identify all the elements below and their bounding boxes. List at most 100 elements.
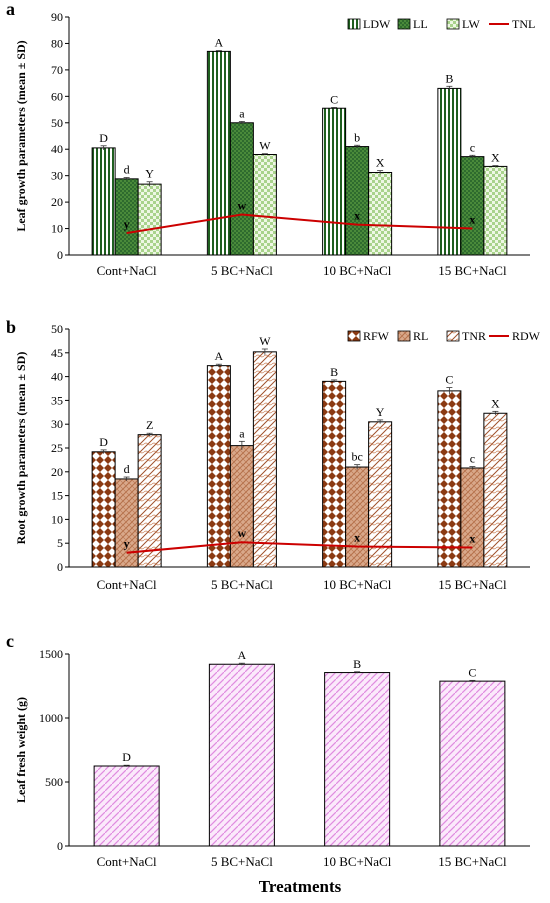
line-point-label: y xyxy=(124,217,130,231)
significance-label: bc xyxy=(351,450,362,464)
significance-label: a xyxy=(239,426,245,440)
category-label: 5 BC+NaCl xyxy=(211,263,273,278)
significance-label: d xyxy=(124,163,130,177)
legend-swatch xyxy=(347,18,361,30)
bar xyxy=(439,680,506,847)
y-tick-label: 40 xyxy=(51,370,63,384)
panel-letter-b: b xyxy=(6,317,16,337)
significance-label: X xyxy=(491,396,500,410)
line-point-label: w xyxy=(238,199,247,213)
bar xyxy=(322,380,347,568)
significance-label: A xyxy=(238,648,247,662)
bar xyxy=(437,390,462,568)
y-tick-label: 10 xyxy=(51,512,63,526)
bar xyxy=(137,183,162,256)
bar xyxy=(460,156,485,256)
significance-label: Y xyxy=(376,405,385,419)
legend-label: TNL xyxy=(512,17,535,31)
bar xyxy=(252,351,277,568)
y-tick-label: 40 xyxy=(51,142,63,156)
category-label: 10 BC+NaCl xyxy=(323,854,392,869)
panel-letter-c: c xyxy=(6,631,14,651)
y-tick-label: 50 xyxy=(51,116,63,130)
category-label: 10 BC+NaCl xyxy=(323,263,392,278)
significance-label: X xyxy=(376,156,385,170)
y-tick-label: 90 xyxy=(51,10,63,24)
y-tick-label: 10 xyxy=(51,222,63,236)
line-point-label: x xyxy=(469,213,475,227)
line-point-label: w xyxy=(238,526,247,540)
y-tick-label: 80 xyxy=(51,36,63,50)
y-tick-label: 15 xyxy=(51,489,63,503)
significance-label: B xyxy=(445,71,453,85)
significance-label: C xyxy=(445,373,453,387)
category-label: 15 BC+NaCl xyxy=(438,263,507,278)
line-point-label: x xyxy=(354,531,360,545)
legend-label: RL xyxy=(413,329,428,343)
y-tick-label: 1500 xyxy=(39,647,63,661)
line-series-tnl xyxy=(126,213,473,235)
y-tick-label: 20 xyxy=(51,195,63,209)
chart-panel-b: b 0 5 10 15 20 25 30 35 40 45 50 Root growth paramet… xyxy=(6,317,541,592)
significance-label: b xyxy=(354,130,360,144)
bar xyxy=(437,87,462,256)
significance-label: c xyxy=(470,452,475,466)
line-series-rdw xyxy=(126,541,473,554)
legend-label: RDW xyxy=(512,329,541,343)
significance-label: A xyxy=(215,36,224,50)
category-label: Cont+NaCl xyxy=(97,263,157,278)
bar xyxy=(229,122,254,256)
y-tick-label: 25 xyxy=(51,441,63,455)
y-axis-label: Leaf growth parameters (mean ± SD) xyxy=(14,40,28,231)
bar xyxy=(206,50,231,256)
bar xyxy=(137,434,162,568)
legend-label: LW xyxy=(462,17,480,31)
significance-label: C xyxy=(330,92,338,106)
bar xyxy=(91,451,116,568)
bar xyxy=(368,421,393,568)
bar xyxy=(229,445,254,568)
y-tick-label: 0 xyxy=(57,560,63,574)
bar xyxy=(324,672,391,847)
line-point-label: x xyxy=(354,209,360,223)
line-point-label: y xyxy=(124,537,130,551)
bar xyxy=(206,365,231,568)
y-axis-label: Leaf fresh weight (g) xyxy=(14,697,28,803)
significance-label: D xyxy=(99,131,108,145)
chart-panel-c: c 0 500 1000 1500 Leaf fresh weight (g) Cont+N… xyxy=(6,631,530,869)
significance-label: d xyxy=(124,462,130,476)
y-tick-label: 60 xyxy=(51,89,63,103)
category-label: 15 BC+NaCl xyxy=(438,854,507,869)
significance-label: Y xyxy=(145,167,154,181)
significance-label: c xyxy=(470,140,475,154)
legend-swatch xyxy=(397,18,411,30)
bar xyxy=(91,147,116,256)
bar xyxy=(322,107,347,256)
bar xyxy=(345,146,370,256)
y-tick-label: 30 xyxy=(51,169,63,183)
bar xyxy=(345,466,370,568)
x-axis-title: Treatments xyxy=(259,877,342,896)
y-tick-label: 500 xyxy=(45,775,63,789)
y-tick-label: 30 xyxy=(51,417,63,431)
significance-label: B xyxy=(353,657,361,671)
significance-label: W xyxy=(259,139,271,153)
chart-panel-a: a 0 10 20 30 40 50 60 70 80 90 Leaf growth paramete… xyxy=(6,0,535,278)
bar xyxy=(252,154,277,256)
significance-label: A xyxy=(215,349,224,363)
y-tick-label: 50 xyxy=(51,322,63,336)
y-tick-label: 35 xyxy=(51,393,63,407)
significance-label: X xyxy=(491,151,500,165)
legend-swatch xyxy=(397,330,411,342)
legend-label: LDW xyxy=(363,17,391,31)
y-tick-label: 20 xyxy=(51,465,63,479)
category-label: Cont+NaCl xyxy=(97,854,157,869)
bar xyxy=(368,171,393,256)
legend-swatch xyxy=(446,330,460,342)
category-label: 5 BC+NaCl xyxy=(211,577,273,592)
panel-letter-a: a xyxy=(6,0,15,19)
significance-label: W xyxy=(259,334,271,348)
category-label: 5 BC+NaCl xyxy=(211,854,273,869)
legend-swatch xyxy=(347,330,361,342)
